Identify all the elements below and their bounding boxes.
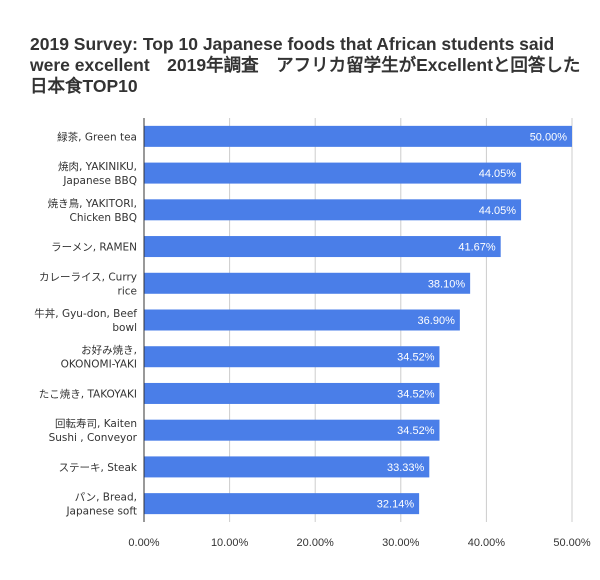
category-label: 牛丼, Gyu-don, Beef bowl [34,307,137,334]
x-axis-ticks: 0.00% 10.00% 20.00% 30.00% 40.00% 50.00% [128,118,591,549]
bar [144,419,440,441]
x-tick-label: 40.00% [468,537,506,549]
category-label: ラーメン, RAMEN [51,242,137,254]
data-label: 34.52% [397,352,435,364]
data-label: 32.14% [377,499,415,511]
bar [144,382,440,404]
bar [144,272,471,294]
category-label: カレーライス, Curry rice [39,271,137,297]
category-label: 緑茶, Green tea [57,130,137,143]
category-labels: 緑茶, Green tea 焼肉, YAKINIKU, Japanese BBQ 焼き… [34,130,138,517]
bar [144,493,420,515]
bar [144,456,430,478]
bar [144,125,572,147]
data-label: 33.33% [387,462,425,474]
data-label: 36.90% [418,315,456,327]
category-label: お好み焼き, OKONOMI-YAKI [61,345,137,371]
data-label: 34.52% [397,425,435,437]
data-label: 50.00% [530,131,568,143]
bar [144,236,501,258]
data-label: 44.05% [479,168,517,180]
category-label: 回転寿司, Kaiten Sushi , Conveyor [49,417,138,444]
data-label: 41.67% [458,242,496,254]
data-label: 44.05% [479,205,517,217]
category-label: たこ焼き, TAKOYAKI [39,388,137,400]
bars: 50.00% 44.05% 44.05% 41.67% 38.10% 36.90% 34.5… [144,125,572,515]
x-tick-label: 0.00% [128,537,159,549]
x-tick-label: 20.00% [297,537,335,549]
category-label: パン, Bread, Japanese soft [65,492,137,518]
x-tick-label: 30.00% [382,537,420,549]
category-label: 焼き鳥, YAKITORI, Chicken BBQ [48,197,137,224]
data-label: 34.52% [397,388,435,400]
bar [144,346,440,368]
x-tick-label: 50.00% [553,537,591,549]
chart-title: 2019 Survey: Top 10 Japanese foods that … [30,34,581,96]
bar [144,309,460,331]
x-tick-label: 10.00% [211,537,249,549]
bar [144,199,522,221]
category-label: ステーキ, Steak [59,462,138,474]
bar [144,162,522,184]
category-label: 焼肉, YAKINIKU, Japanese BBQ [58,160,137,187]
data-label: 38.10% [428,278,466,290]
